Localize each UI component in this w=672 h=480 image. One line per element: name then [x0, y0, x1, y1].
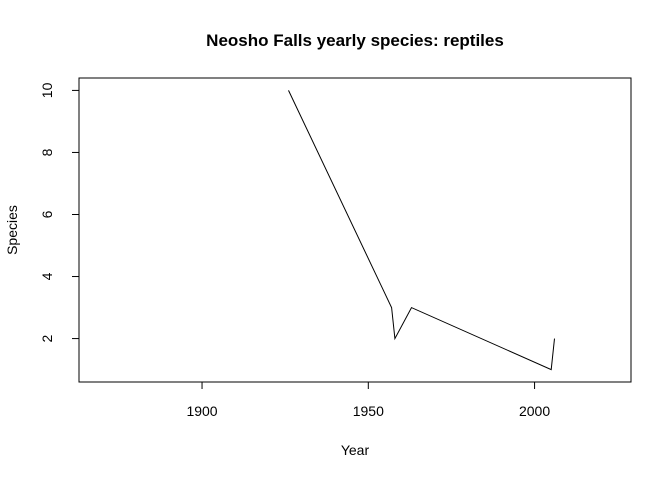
x-tick-label: 2000 [519, 403, 550, 419]
x-axis-label: Year [341, 442, 370, 458]
y-axis: 2 4 6 8 10 [39, 82, 79, 342]
x-tick-label: 1900 [186, 403, 217, 419]
y-tick-label: 4 [39, 272, 55, 280]
y-tick-label: 2 [39, 334, 55, 342]
plot-area-frame [78, 77, 632, 383]
series-layer [288, 90, 555, 371]
series-line-0 [288, 90, 555, 371]
x-tick-label: 1950 [353, 403, 384, 419]
y-axis-label: Species [4, 205, 20, 255]
y-tick-label: 6 [39, 210, 55, 218]
y-tick-label: 8 [39, 148, 55, 156]
y-tick-label: 10 [39, 82, 55, 98]
chart-title: Neosho Falls yearly species: reptiles [206, 31, 504, 50]
x-axis: 1900 1950 2000 [186, 382, 550, 419]
